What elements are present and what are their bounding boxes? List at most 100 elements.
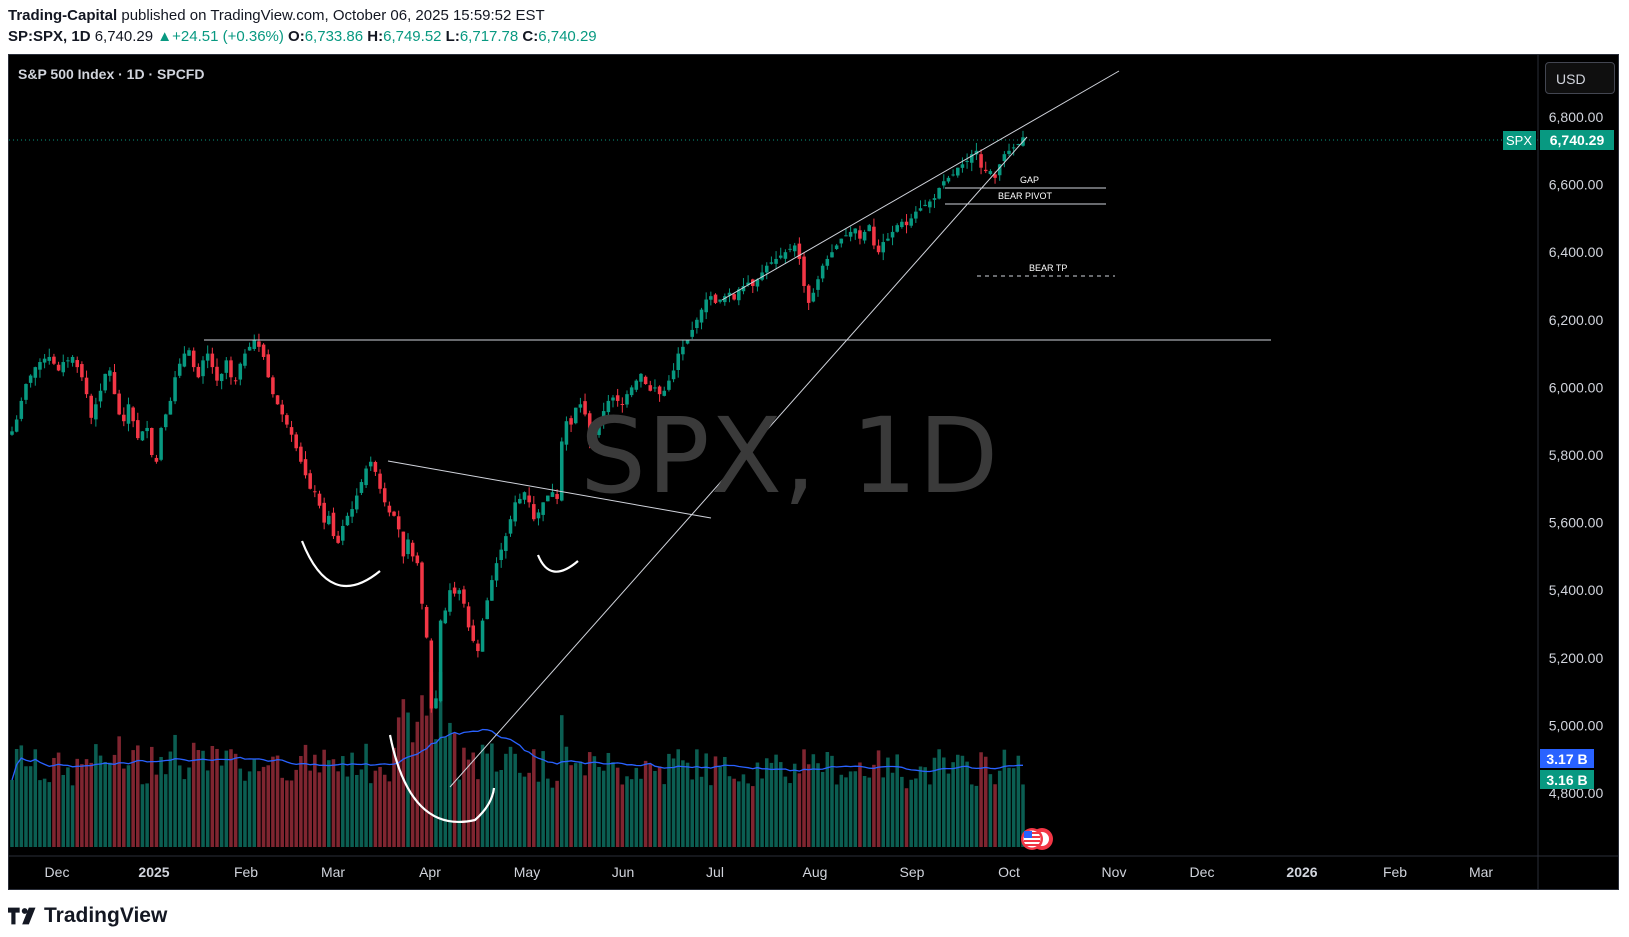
volume-bar <box>895 754 899 847</box>
candle-body <box>275 395 280 405</box>
candle-body <box>443 610 448 624</box>
candle-body <box>126 404 131 424</box>
candle-body <box>345 515 350 526</box>
volume-bar <box>699 776 704 847</box>
volume-bar <box>522 776 527 847</box>
volume-bar <box>643 760 648 847</box>
candle-body <box>681 346 685 355</box>
candle-body <box>578 404 583 408</box>
volume-bar <box>313 754 317 847</box>
volume-bar <box>518 772 522 847</box>
candle-body <box>490 580 494 601</box>
candle-body <box>639 373 643 382</box>
candle-body <box>233 380 238 382</box>
volume-bar <box>914 778 918 847</box>
volume-bar <box>825 751 830 847</box>
candle-body <box>979 154 983 168</box>
volume-bar <box>937 749 941 847</box>
volume-bar <box>1021 784 1025 847</box>
candle-body <box>634 380 639 390</box>
candle-body <box>354 495 359 510</box>
currency-selector[interactable]: USD <box>1545 62 1615 94</box>
volume-bar <box>942 757 946 847</box>
volume-bar <box>271 756 275 847</box>
volume-bar <box>550 787 555 847</box>
volume-bar <box>685 762 690 847</box>
candle-body <box>546 495 550 502</box>
volume-bar <box>42 778 47 847</box>
price-axis[interactable]: 6,800.00 6,600.00 6,400.00 6,200.00 6,000.00… <box>1549 109 1604 801</box>
price-tick-label: 6,400.00 <box>1549 244 1604 260</box>
volume-bar <box>667 753 671 847</box>
candle-body <box>997 164 1002 176</box>
volume-bar <box>993 784 997 847</box>
candle-body <box>853 228 858 234</box>
chart-frame[interactable] <box>8 54 1619 890</box>
candle-body <box>848 231 853 237</box>
open-value: 6,733.86 <box>304 28 364 45</box>
candle-body <box>569 418 573 425</box>
volume-bar <box>89 762 93 847</box>
candle-body <box>792 245 797 252</box>
volume-bar <box>783 776 788 847</box>
candle-body <box>182 353 187 367</box>
candle-body <box>257 341 261 347</box>
volume-bar <box>98 755 103 847</box>
candle-body <box>196 366 201 378</box>
candle-body <box>732 294 736 300</box>
candle-body <box>424 607 429 638</box>
volume-bar <box>136 745 140 847</box>
candle-body <box>154 457 159 462</box>
volume-bar <box>583 775 587 847</box>
volume-bar <box>615 767 620 847</box>
candle-body <box>974 150 979 155</box>
candle-body <box>816 279 820 290</box>
us-flag-event-icon[interactable] <box>1021 828 1053 850</box>
volume-bar <box>704 753 708 847</box>
candle-body <box>601 411 606 423</box>
volume-bar <box>56 752 61 847</box>
volume-bar <box>597 766 601 847</box>
volume-bar <box>480 744 485 847</box>
candle-body <box>219 373 224 382</box>
candle-body <box>914 211 918 219</box>
candle-body <box>387 505 392 513</box>
volume-bar <box>834 784 839 847</box>
volume-bar <box>988 774 993 847</box>
candle-body <box>341 525 345 541</box>
low-label: L: <box>445 28 460 45</box>
candle-body <box>890 231 895 238</box>
volume-bar <box>629 779 634 847</box>
time-axis[interactable]: Dec 2025 Feb Mar Apr May Jun Jul Aug Sep Oct Nov Dec… <box>45 864 1494 880</box>
candle-body <box>527 495 531 503</box>
volume-bar <box>951 762 955 847</box>
volume-bar <box>573 763 578 847</box>
candle-body <box>131 407 135 422</box>
time-tick-label: May <box>514 864 540 880</box>
volume-bar <box>890 772 895 847</box>
symbol-label: SP:SPX, 1D <box>8 28 91 45</box>
volume-bar <box>723 756 727 847</box>
last-price-tag-bg <box>1540 130 1614 150</box>
high-value: 6,749.52 <box>383 28 442 45</box>
volume-bar <box>695 749 699 847</box>
volume-bar <box>266 765 271 847</box>
volume-bar <box>159 756 163 847</box>
volume-bar <box>80 764 84 847</box>
author-name[interactable]: Trading-Capital <box>8 7 118 24</box>
candle-body <box>550 492 555 497</box>
volume-bar <box>858 762 862 847</box>
volume-bar <box>303 744 308 847</box>
volume-bar <box>881 777 886 847</box>
volume-bar <box>816 763 820 847</box>
candle-body <box>713 294 718 303</box>
candle-body <box>112 372 117 395</box>
volume-bar <box>215 748 219 847</box>
candle-body <box>811 292 816 302</box>
volume-bar <box>956 754 960 847</box>
tradingview-logo[interactable]: TradingView <box>8 902 167 930</box>
candle-body <box>909 218 913 226</box>
time-tick-label: Dec <box>45 864 70 880</box>
candle-body <box>229 360 233 378</box>
